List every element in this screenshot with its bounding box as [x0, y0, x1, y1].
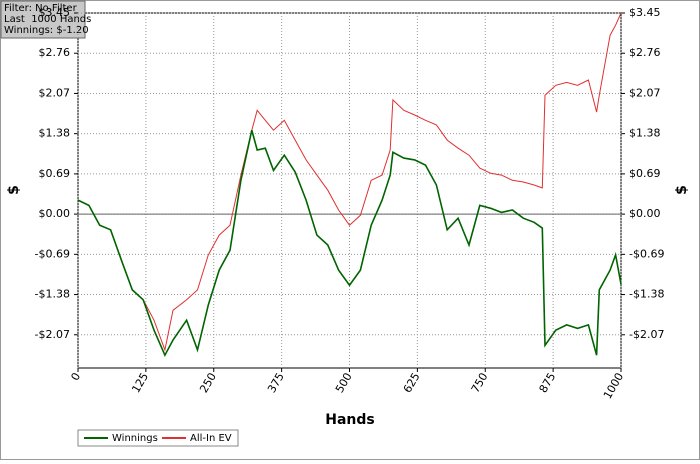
y-tick-label: $1.38: [39, 127, 71, 140]
x-axis-label: Hands: [325, 412, 375, 428]
legend: [77, 429, 239, 447]
y-tick-label: $3.45: [39, 6, 71, 19]
y-tick-label: $0.69: [39, 167, 71, 180]
info-text: Filter: No Filter: [4, 3, 78, 14]
y2-tick-label: $1.38: [629, 127, 661, 140]
y2-tick-label: $3.45: [629, 6, 661, 19]
y2-tick-label: $0.69: [629, 167, 661, 180]
y-tick-label: $0.00: [39, 207, 71, 220]
y2-tick-label: $0.00: [629, 207, 661, 220]
y2-axis-label: $: [674, 185, 690, 195]
y-tick-label: $2.07: [39, 86, 71, 99]
y2-tick-label: -$0.69: [629, 247, 664, 260]
y2-tick-label: $2.76: [629, 46, 661, 59]
legend-label: Winnings: [112, 433, 158, 444]
y2-tick-label: $2.07: [629, 86, 661, 99]
info-box: [0, 0, 86, 39]
y-tick-label: -$2.07: [35, 328, 70, 341]
y-tick-label: $2.76: [39, 46, 71, 59]
y-tick-label: -$1.38: [35, 288, 70, 301]
legend-label: All-In EV: [190, 433, 232, 444]
y2-tick-label: -$1.38: [629, 288, 664, 301]
info-text: Winnings: $-1.20: [4, 25, 89, 36]
y-axis-label: $: [6, 185, 22, 195]
y-tick-label: -$0.69: [35, 247, 70, 260]
series-line: [77, 12, 622, 352]
info-text: Last 1000 Hands: [4, 14, 91, 25]
series-line: [77, 129, 622, 358]
y2-tick-label: -$2.07: [629, 328, 664, 341]
